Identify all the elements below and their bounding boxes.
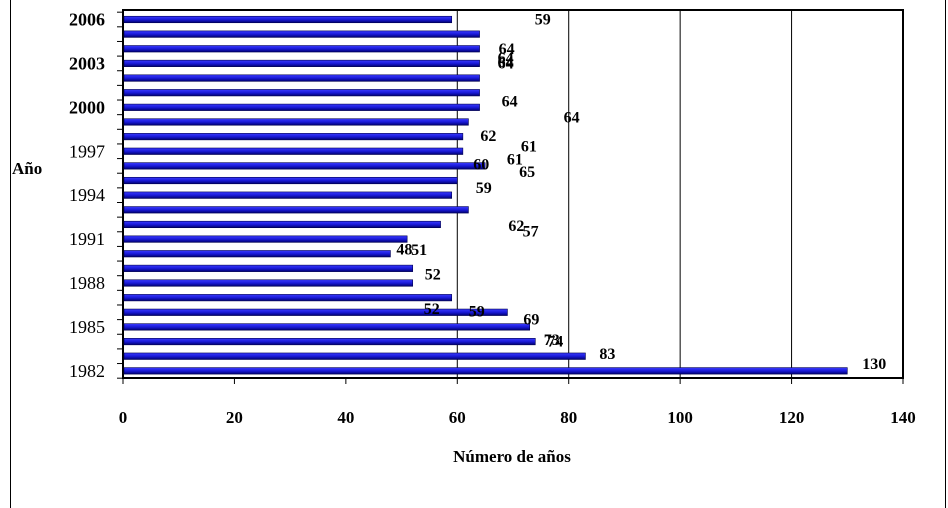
y-tick-label: 1997: [69, 141, 105, 161]
bar-1990: [123, 250, 391, 258]
bar-1993: [123, 206, 469, 214]
y-tick-label: 1982: [69, 361, 105, 381]
bar-1994: [123, 191, 453, 199]
data-label: 64: [564, 109, 580, 126]
y-tick-label: 2006: [69, 10, 105, 30]
data-label: 65: [519, 164, 535, 181]
data-label: 64: [502, 94, 518, 111]
bar-1986: [123, 308, 508, 316]
x-tick-label: 40: [337, 408, 354, 427]
data-label: 64: [498, 55, 514, 72]
data-label: 62: [508, 218, 524, 235]
y-tick-label: 1985: [69, 317, 105, 337]
data-label: 61: [507, 151, 523, 168]
data-label: 57: [523, 223, 539, 240]
x-tick-label: 60: [449, 408, 466, 427]
x-tick-label: 100: [667, 408, 693, 427]
x-tick-label: 80: [560, 408, 577, 427]
data-label: 83: [599, 346, 615, 363]
bar-1982: [123, 367, 848, 375]
data-label: 61: [521, 139, 537, 156]
bar-2004: [123, 45, 480, 53]
bar-1996: [123, 162, 486, 170]
y-tick-label: 2003: [69, 53, 105, 73]
x-axis-label: Número de años: [453, 447, 571, 466]
data-label: 73: [544, 332, 560, 349]
data-label: 52: [425, 266, 441, 283]
bar-1984: [123, 338, 536, 346]
bar-1985: [123, 323, 531, 331]
bar-1999: [123, 118, 469, 126]
plot-area: [122, 9, 904, 379]
x-tick-label: 20: [226, 408, 243, 427]
data-label: 62: [480, 128, 496, 145]
y-tick-label: 1988: [69, 273, 105, 293]
y-tick-label: 1994: [69, 185, 105, 205]
y-tick-label: 2000: [69, 97, 105, 117]
bar-2006: [123, 15, 453, 24]
y-axis-label: Año: [12, 159, 42, 178]
y-tick-label: 1991: [69, 229, 105, 249]
data-label: 64: [498, 50, 514, 67]
bar-1992: [123, 220, 441, 229]
data-label: 59: [476, 180, 492, 197]
data-label: 64: [499, 41, 515, 58]
bar-1991: [123, 235, 408, 243]
bar-2003: [123, 59, 480, 67]
data-label: 74: [547, 334, 563, 351]
bar-1997: [123, 147, 464, 155]
bar-2002: [123, 74, 480, 82]
bar-1989: [123, 264, 414, 272]
bar-1987: [123, 294, 453, 302]
x-tick-label: 120: [779, 408, 805, 427]
data-label: 59: [469, 304, 485, 321]
bar-1988: [123, 279, 414, 287]
bar-1983: [123, 352, 586, 360]
bar-2001: [123, 89, 480, 97]
data-label: 59: [535, 12, 551, 29]
x-tick-label: 140: [890, 408, 916, 427]
data-label: 69: [523, 311, 539, 328]
data-label: 48: [396, 242, 412, 259]
bar-2005: [123, 30, 480, 38]
chart-frame: [10, 0, 946, 508]
data-label: 64: [498, 54, 514, 71]
data-label: 60: [473, 157, 489, 174]
bar-1998: [123, 133, 464, 141]
data-label: 130: [862, 356, 886, 373]
bar-2000: [123, 103, 480, 111]
bar-1995: [123, 176, 458, 185]
data-label: 51: [411, 242, 427, 259]
x-tick-label: 0: [119, 408, 128, 427]
data-label: 52: [424, 301, 440, 318]
